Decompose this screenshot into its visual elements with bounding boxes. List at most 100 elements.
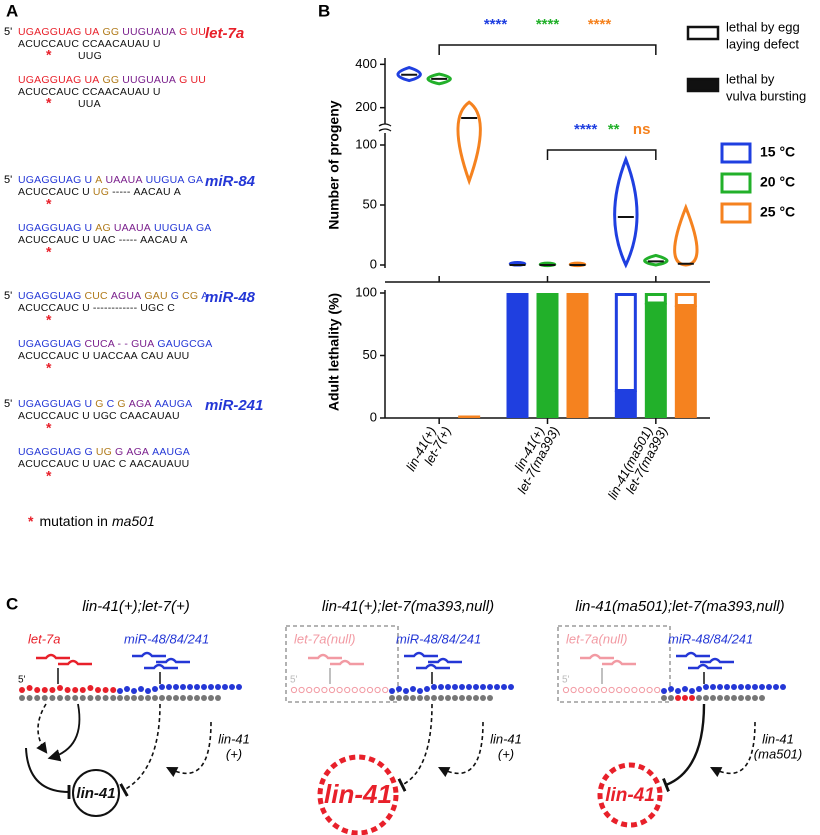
nucleotide [72, 695, 79, 701]
nucleotide [229, 684, 235, 690]
bar-vulva-bursting [458, 415, 481, 418]
nucleotide [131, 688, 137, 694]
legend-label: 15 °C [760, 144, 795, 160]
dashed-arrow [710, 721, 756, 778]
sequence-segment: GG [102, 26, 119, 38]
nucleotide [396, 686, 402, 692]
mutation-star: * [46, 95, 52, 111]
nucleotide [759, 695, 765, 701]
nucleotide [298, 686, 305, 694]
sequence-segment: UGAGGUAG [18, 174, 81, 186]
nucleotide [396, 695, 402, 701]
sequence-segment: G [117, 398, 125, 410]
dashed-arrow [166, 721, 212, 778]
mutation-star: * [46, 47, 52, 63]
legend-swatch [686, 77, 720, 93]
nucleotide [117, 688, 123, 694]
nucleotide [480, 695, 486, 701]
sequence-segment: U [84, 398, 92, 410]
five-prime: 5' [4, 26, 12, 38]
significance-bracket [546, 149, 657, 160]
legend-label: vulva bursting [726, 88, 806, 103]
five-prime: 5' [18, 675, 26, 686]
nucleotide [585, 686, 592, 694]
sequence-row: UGAGGUAG UA GG UUGUAUA G UU [18, 74, 206, 86]
nucleotide [152, 695, 158, 701]
sequence-segment: C [107, 398, 115, 410]
nucleotide [668, 695, 674, 701]
sequence-segment: ACUCCAUC [18, 458, 79, 470]
violin [456, 100, 482, 186]
nucleotide [26, 685, 33, 691]
nucleotide [424, 695, 430, 701]
note: (+) [498, 746, 514, 761]
nucleotide [438, 684, 444, 690]
legend-swatch [720, 202, 752, 224]
nucleotide [321, 686, 328, 694]
nucleotide [638, 686, 646, 694]
nucleotide [403, 695, 409, 701]
nucleotide [696, 695, 702, 701]
sequence-segment: UGC [140, 302, 164, 314]
dashed-arrow [438, 721, 484, 778]
nucleotide [452, 695, 458, 701]
nucleotide [703, 695, 709, 701]
nucleotide [417, 695, 423, 701]
sequence-segment: UUG [78, 50, 102, 62]
bar-vulva-bursting [614, 390, 637, 418]
sequence-segment: AACAUAUU [129, 458, 189, 470]
mutation-star: * [46, 312, 52, 328]
nucleotide [600, 686, 608, 694]
nucleotide [593, 686, 600, 694]
nucleotide [689, 695, 695, 701]
sequence-segment: UGAGGUAG [18, 398, 81, 410]
sequence-segment: AUU [167, 350, 190, 362]
note: lin-41 [762, 731, 794, 746]
nucleotide [180, 695, 186, 701]
legend-label: 25 °C [760, 204, 795, 220]
nucleotide [738, 695, 744, 701]
y-axis-label: Number of progeny [326, 100, 342, 229]
mirna-name: miR-241 [205, 397, 263, 414]
sequence-row: ACUCCAUC CCAACAUAU U [18, 86, 161, 98]
legend-label: lethal by egg [726, 19, 800, 34]
nucleotide [351, 686, 358, 694]
sequence-row: UGAGGUAG U AG UAAUA UUGUA GA [18, 222, 212, 234]
nucleotide [675, 695, 681, 701]
nucleotide [208, 695, 214, 701]
sequence-segment: G [115, 446, 123, 458]
footnote-star: * [28, 513, 34, 529]
sequence-segment: AACAU [140, 234, 177, 246]
mirna-squiggle [428, 657, 462, 664]
nucleotide [87, 695, 94, 701]
nucleotide [95, 687, 101, 693]
nucleotide [159, 695, 165, 701]
nucleotide [110, 695, 117, 701]
sequence-segment: UGAGGUAG [18, 338, 81, 350]
sequence-segment: UA [84, 26, 99, 38]
sequence-segment: AAUGA [155, 398, 193, 410]
dashed-arrow [36, 703, 48, 754]
nucleotide [382, 686, 389, 694]
scenario-title: lin-41(ma501);let-7(ma393,null) [575, 598, 784, 615]
sequence-segment: UU [190, 26, 206, 38]
null-box [557, 625, 671, 703]
null-box [285, 625, 399, 703]
nucleotide [222, 684, 228, 690]
sequence-segment: ACUCCAUC [18, 350, 79, 362]
inhibition [662, 703, 706, 793]
nucleotide [359, 686, 366, 694]
nucleotide [166, 695, 172, 701]
nucleotide [682, 686, 688, 692]
sequence-row: UGAGGUAG G UG G AGA AAUGA [18, 446, 190, 458]
nucleotide [410, 686, 416, 692]
nucleotide [57, 695, 63, 701]
inhibition [25, 747, 71, 800]
sequence-segment: UG [96, 446, 112, 458]
nucleotide [208, 684, 214, 690]
nucleotide [95, 695, 101, 701]
nucleotide [290, 686, 298, 694]
nucleotide [501, 684, 507, 690]
significance-label: **** [484, 16, 508, 33]
